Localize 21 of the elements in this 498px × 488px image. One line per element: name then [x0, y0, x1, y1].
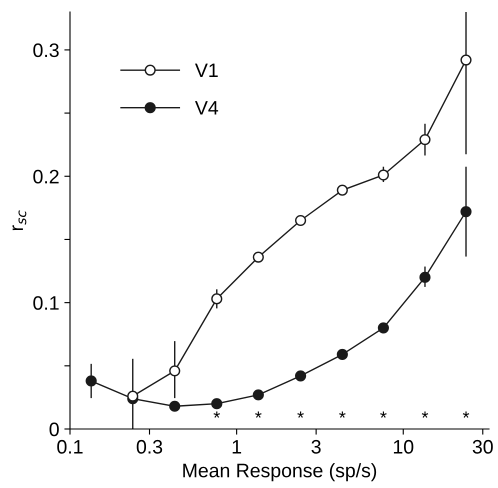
annotation: *: [422, 411, 428, 418]
annotation: *: [462, 411, 470, 418]
y-tick-label: 0.1: [33, 296, 59, 310]
annotation: *: [214, 411, 220, 418]
y-tick-label: 0: [50, 422, 59, 436]
x-tick-label: 30: [472, 440, 493, 454]
annotation: *: [339, 411, 346, 418]
legend-label: V4: [194, 101, 218, 115]
x-tick-label: 1: [232, 440, 242, 454]
x-tick-label: 0.3: [136, 440, 162, 454]
annotation: *: [255, 411, 262, 418]
y-tick-label: 0.2: [33, 170, 59, 184]
y-tick-label: 0.3: [33, 43, 59, 58]
x-tick-label: 3: [311, 440, 321, 454]
annotation: *: [297, 411, 304, 418]
legend-label: V1: [194, 64, 218, 77]
x-tick-label: 0.1: [57, 440, 83, 454]
x-axis-title: Mean Response (sp/s): [183, 463, 376, 482]
annotation: *: [380, 411, 387, 418]
y-axis-title: r$_{sc}$: [12, 210, 26, 230]
x-tick-label: 10: [394, 440, 414, 454]
